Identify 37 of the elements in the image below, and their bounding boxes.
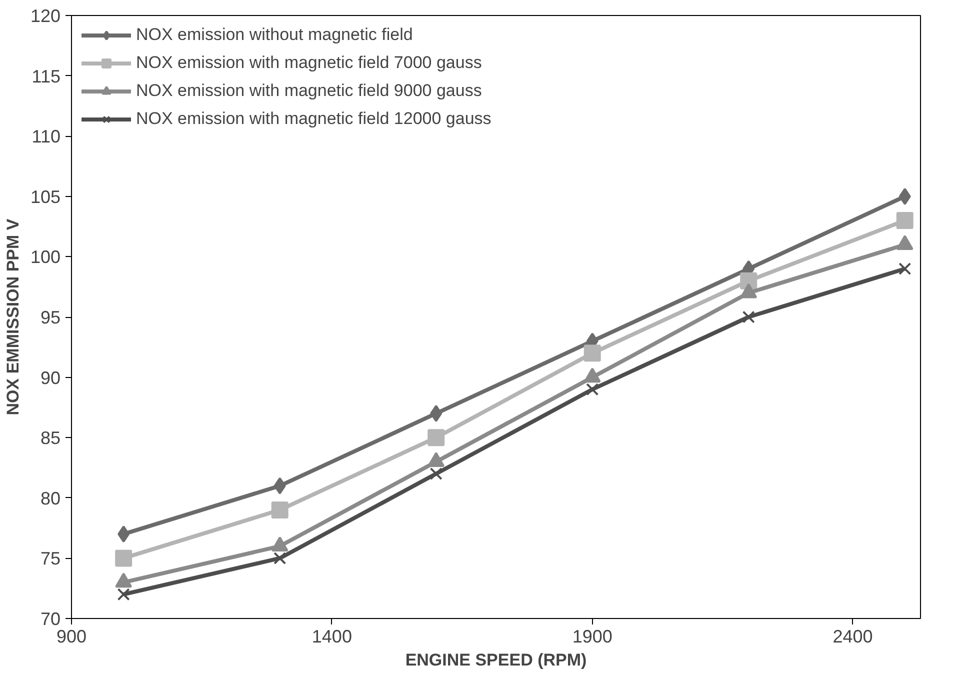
point: [118, 526, 130, 543]
point: [274, 552, 286, 565]
point: [742, 310, 755, 324]
legend-label: NOX emission with magnetic field 9000 gauss: [136, 81, 482, 101]
x-tick-label: 2400: [832, 626, 873, 646]
point: [117, 588, 130, 601]
y-tick-label: 70: [40, 609, 61, 629]
legend-label: NOX emission without magnetic field: [136, 25, 413, 45]
x-tick-label: 1400: [312, 626, 352, 646]
y-tick-label: 95: [40, 308, 61, 328]
y-tick-label: 120: [30, 6, 61, 26]
point: [898, 262, 912, 276]
y-tick-label: 105: [30, 186, 61, 207]
y-tick-label: 90: [40, 368, 61, 388]
point: [115, 550, 132, 567]
x-axis-title: ENGINE SPEED (RPM): [405, 650, 587, 670]
point: [430, 404, 442, 422]
point: [271, 501, 288, 518]
y-tick-label: 80: [40, 488, 61, 508]
y-tick-label: 110: [32, 126, 61, 147]
y-tick-label: 85: [40, 428, 61, 448]
point: [584, 344, 601, 362]
point: [898, 188, 911, 205]
point: [896, 212, 914, 230]
point: [586, 383, 599, 396]
legend-label: NOX emission with magnetic field 12000 gauss: [136, 109, 492, 129]
x-tick-label: 900: [56, 626, 87, 646]
y-tick-label: 100: [30, 247, 61, 268]
y-tick-label: 75: [40, 548, 61, 569]
y-axis-title: NOX EMMISSION PPM V: [3, 218, 22, 416]
x-tick-label: 1900: [572, 626, 612, 646]
point: [274, 477, 286, 494]
legend-label: NOX emission with magnetic field 7000 gauss: [136, 53, 482, 73]
y-tick-label: 115: [32, 66, 61, 86]
point: [740, 272, 758, 290]
point: [428, 429, 445, 446]
point: [430, 467, 442, 480]
